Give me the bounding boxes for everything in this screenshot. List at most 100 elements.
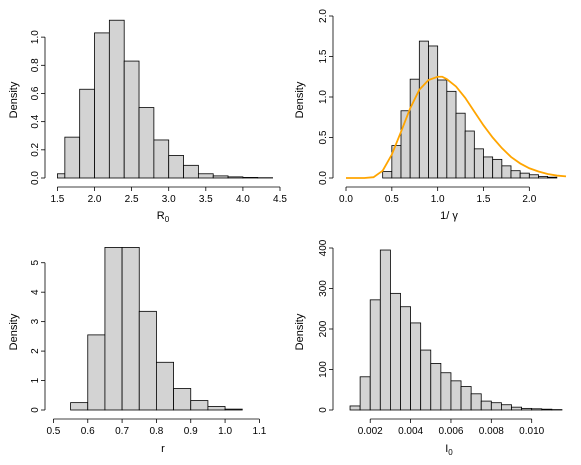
histogram-bar	[528, 174, 539, 179]
histogram-bar	[492, 158, 503, 179]
x-tick-label: 3.0	[162, 194, 176, 205]
histogram-bar	[521, 407, 533, 411]
histogram-bar	[87, 334, 106, 411]
y-tick-label: 300	[318, 280, 329, 297]
x-tick-label: 1.5	[477, 194, 491, 205]
x-tick-label: 0.9	[184, 426, 198, 437]
x-tick-label: 2.0	[522, 194, 536, 205]
histogram-bar	[79, 88, 95, 179]
histogram-bar	[410, 322, 422, 411]
histogram-bar	[418, 40, 429, 179]
histogram-bar	[123, 60, 140, 179]
y-tick-label: 1	[30, 377, 41, 383]
histogram-bar	[108, 19, 125, 179]
panel-i0-histogram: Density I0 0.002 0.004 0.006 0.008 0.010 0 100…	[294, 239, 563, 457]
histogram-bar	[400, 306, 411, 411]
x-tick-label: 4.0	[236, 194, 250, 205]
x-axis-title: I0	[445, 443, 453, 457]
histogram-bar	[473, 148, 484, 179]
y-tick-label: 400	[318, 239, 329, 256]
histogram-bar	[70, 402, 89, 411]
histogram-bar	[450, 380, 462, 411]
x-tick-label: 3.5	[199, 194, 213, 205]
x-axis-title: R0	[157, 210, 170, 224]
histogram-bar	[440, 372, 452, 411]
y-tick-label: 5	[30, 260, 41, 266]
histogram-bar	[511, 406, 522, 411]
histogram-bar	[446, 90, 457, 179]
histogram-bar	[541, 408, 553, 411]
y-tick-label: 0.8	[30, 58, 41, 72]
histogram-bar	[104, 247, 123, 411]
histogram-bar	[390, 292, 401, 411]
panel-gamma-histogram: Density 1/ γ 0.0 0.5 1.0 1.5 2.0 0.0 0.5 1.0 1.5…	[294, 9, 567, 222]
y-tick-label: 0.5	[318, 130, 329, 144]
panel-r0-histogram: Density R0 1.5 2.0 2.5 3.0 3.5 4.0 4.5 0.0 0.2 0.…	[8, 19, 287, 224]
histogram-bar	[420, 349, 432, 411]
x-tick-label: 1.0	[431, 194, 445, 205]
histogram-bar	[190, 400, 209, 411]
y-tick-label: 0.0	[318, 171, 329, 185]
histogram-bar	[470, 393, 482, 411]
x-axis-title-subscript: 0	[448, 448, 453, 457]
x-tick-label: 4.5	[273, 194, 287, 205]
y-tick-label: 100	[318, 361, 329, 378]
x-tick-label: 0.006	[438, 426, 463, 437]
histogram-bar	[121, 247, 140, 411]
y-tick-label: 200	[318, 320, 329, 337]
histogram-bar	[212, 175, 229, 179]
histogram-bar	[138, 107, 155, 179]
histogram-bar	[510, 170, 521, 179]
histogram-bar	[156, 361, 174, 411]
histogram-bar	[428, 45, 439, 179]
x-tick-label: 0.6	[81, 426, 95, 437]
histogram-bar	[379, 249, 391, 411]
y-tick-label: 0.6	[30, 86, 41, 100]
x-axis-title: r	[161, 443, 165, 455]
x-tick-label: 0.0	[339, 194, 353, 205]
y-axis-title: Density	[294, 81, 306, 118]
histogram-bar	[183, 164, 199, 179]
histogram-bar	[483, 156, 494, 179]
y-tick-label: 1.0	[30, 30, 41, 44]
histogram-bar	[242, 177, 259, 179]
histogram-bar	[430, 363, 442, 411]
x-tick-label: 0.8	[149, 426, 163, 437]
histogram-bar	[382, 171, 393, 179]
density-curve	[346, 75, 567, 179]
x-tick-label: 0.010	[519, 426, 544, 437]
histogram-bar	[501, 404, 512, 411]
histogram-bar	[64, 136, 81, 179]
histogram-bar	[349, 405, 361, 411]
y-tick-label: 4	[30, 289, 41, 295]
x-tick-label: 0.002	[358, 426, 383, 437]
histogram-bar	[207, 406, 226, 411]
histogram-bar	[173, 388, 192, 411]
x-tick-label: 1.5	[50, 194, 64, 205]
histogram-bar	[547, 176, 558, 179]
y-tick-label: 1.0	[318, 90, 329, 104]
y-tick-label: 0	[318, 407, 329, 413]
histogram-bar	[480, 400, 492, 411]
histogram-bar	[460, 386, 472, 411]
y-tick-label: 0.2	[30, 142, 41, 156]
x-tick-label: 0.004	[398, 426, 423, 437]
y-tick-label: 1.5	[318, 49, 329, 63]
x-tick-label: 2.5	[125, 194, 139, 205]
x-tick-label: 1.1	[252, 426, 266, 437]
x-tick-label: 0.5	[46, 426, 60, 437]
y-tick-label: 3	[30, 318, 41, 324]
histogram-bar	[519, 172, 530, 179]
y-tick-label: 2.0	[318, 9, 329, 23]
histogram-bar	[464, 130, 475, 179]
histogram-bar	[57, 173, 66, 179]
histogram-bar	[455, 112, 466, 179]
x-tick-label: 0.5	[385, 194, 399, 205]
y-axis-title: Density	[8, 81, 20, 118]
y-tick-label: 0.0	[30, 171, 41, 185]
histogram-bar	[501, 165, 512, 179]
x-tick-label: 0.7	[115, 426, 129, 437]
histogram-bar	[168, 155, 184, 179]
x-tick-label: 1.0	[218, 426, 232, 437]
